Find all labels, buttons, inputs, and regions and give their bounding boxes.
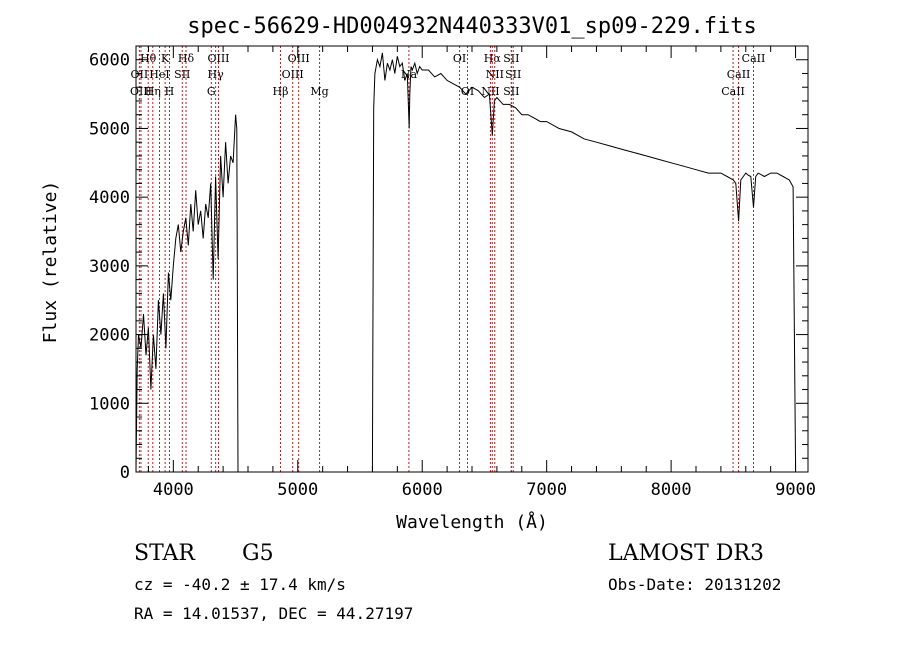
y-axis-label: Flux (relative) [40,181,61,344]
y-tick-label: 4000 [89,188,130,208]
y-tick-label: 0 [120,463,130,483]
y-tick-label: 6000 [89,51,130,71]
spectral-line-label: HeI [149,68,169,81]
x-axis-label: Wavelength (Å) [396,511,548,533]
spectral-line-label: K [161,52,170,65]
y-tick-label: 3000 [89,257,130,277]
object-class: STAR [134,541,196,566]
spectral-line-label: SII [503,85,519,98]
axis-ticks: 4000 5000 6000 7000 8000 9000 0 1000 2000 3000 400… [89,45,816,500]
spectral-line-label: Na [401,68,418,81]
coordinates: RA = 14.01537, DEC = 44.27197 [134,604,413,623]
spectral-line-label: OIII [282,68,304,81]
spectral-line-markers: Hθ OII OIII K HeI Hη H SII Hδ OIII Hγ G OIII OIII Hβ Mg… [130,46,765,472]
spectral-line-label: Hγ [208,68,225,81]
spectral-line-label: Hδ [178,52,195,65]
spectral-line-label: CaII [721,85,745,98]
spectral-line-label: CaII [742,52,766,65]
spectral-line-label: OIII [207,52,229,65]
redshift-info: cz = -40.2 ± 17.4 km/s [134,575,346,594]
x-tick-label: 7000 [526,480,567,500]
spectral-line-label: OI [453,52,466,65]
spectral-line-label: G [207,85,216,98]
spectral-line-label: Hβ [273,85,289,98]
x-tick-label: 5000 [277,480,318,500]
y-tick-label: 2000 [89,326,130,346]
x-tick-label: 9000 [775,480,816,500]
observation-date: Obs-Date: 20131202 [608,575,781,594]
spectral-line-label: Hθ [140,52,157,65]
spectral-line-label: OIII [288,52,310,65]
spectral-line-label: CaII [727,68,751,81]
x-tick-label: 4000 [153,480,194,500]
spectral-line-label: Mg [310,85,328,98]
spectral-line-label: OIII [130,85,152,98]
spectrum-line [135,52,797,473]
chart-title: spec-56629-HD004932N440333V01_sp09-229.f… [187,14,757,39]
y-tick-label: 5000 [89,119,130,139]
spectral-line-label: Hη [145,85,161,98]
y-tick-label: 1000 [89,394,130,414]
spectral-line-label: SII [505,68,521,81]
survey-name: LAMOST DR3 [608,541,764,566]
spectral-line-label: OII [131,68,149,81]
spectral-line-label: SII [174,68,190,81]
spectral-line-label: NII [486,68,504,81]
spectral-line-label: H [165,85,175,98]
x-tick-label: 8000 [651,480,692,500]
object-subclass: G5 [242,541,274,566]
x-tick-label: 6000 [402,480,443,500]
spectral-line-label: Hα [484,52,502,65]
spectral-line-label: NII [481,85,499,98]
